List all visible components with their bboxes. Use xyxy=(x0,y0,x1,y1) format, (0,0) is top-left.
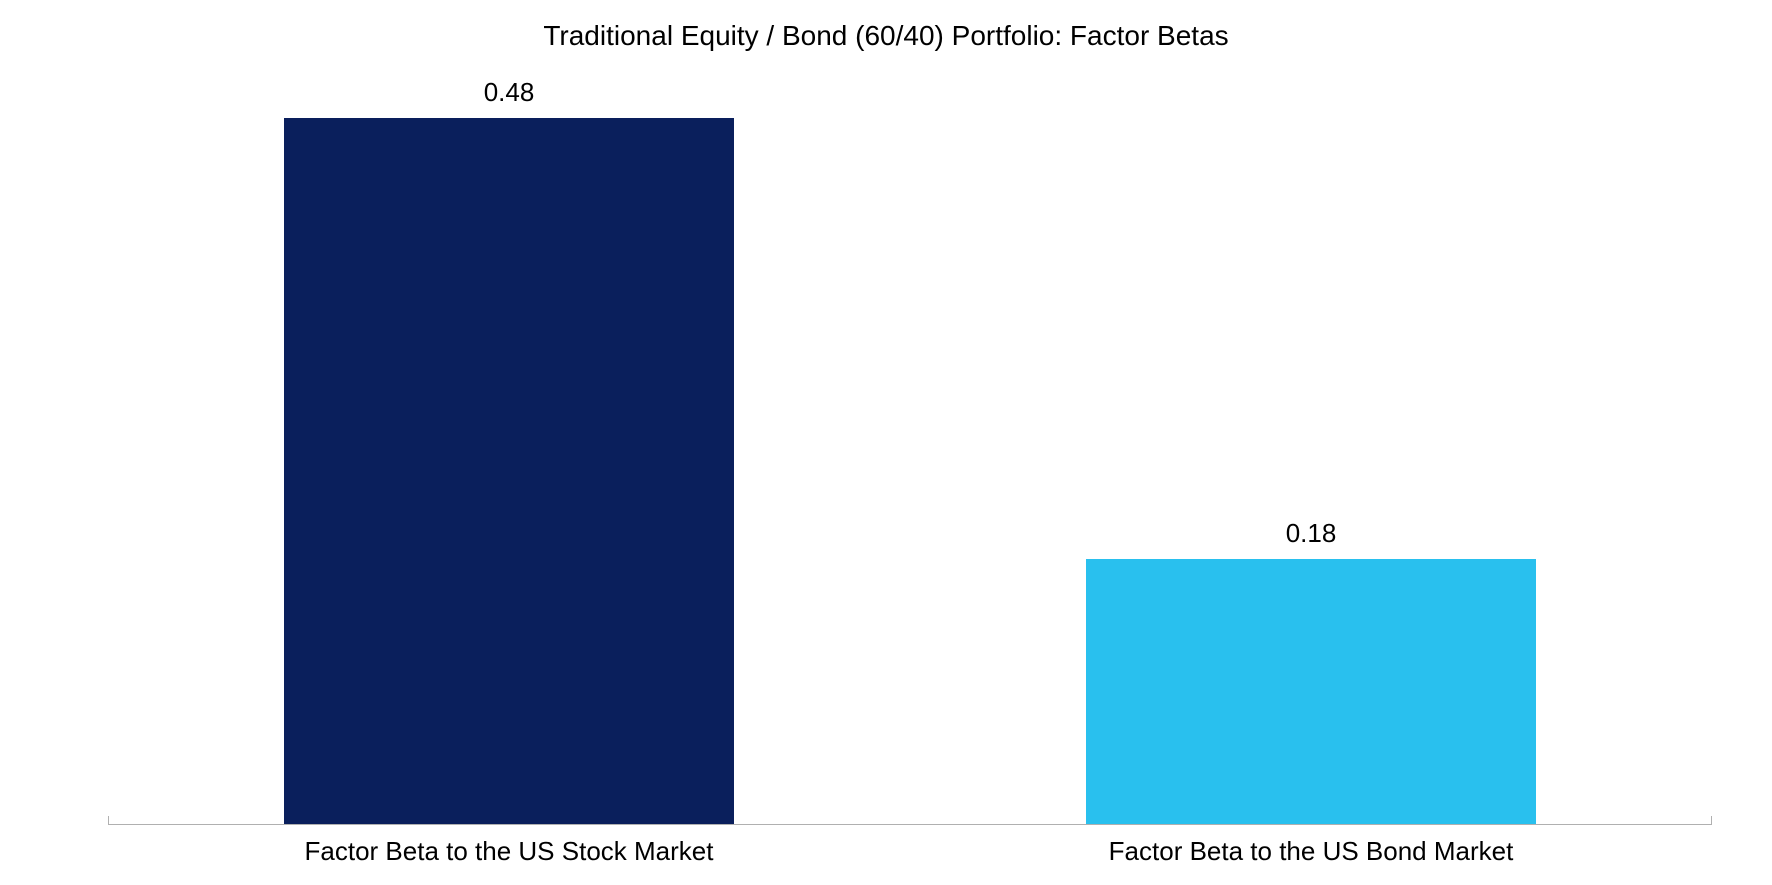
bar xyxy=(284,118,733,824)
x-axis-label: Factor Beta to the US Bond Market xyxy=(910,836,1712,867)
chart-title: Traditional Equity / Bond (60/40) Portfo… xyxy=(0,20,1772,52)
factor-betas-bar-chart: Traditional Equity / Bond (60/40) Portfo… xyxy=(0,0,1772,885)
x-axis-label: Factor Beta to the US Stock Market xyxy=(108,836,910,867)
plot-area: 0.480.18 xyxy=(108,90,1712,825)
bar-value-label: 0.48 xyxy=(108,77,910,108)
bar-slot: 0.48 xyxy=(108,90,910,824)
bar-value-label: 0.18 xyxy=(910,518,1712,549)
bar xyxy=(1086,559,1535,824)
bar-slot: 0.18 xyxy=(910,90,1712,824)
